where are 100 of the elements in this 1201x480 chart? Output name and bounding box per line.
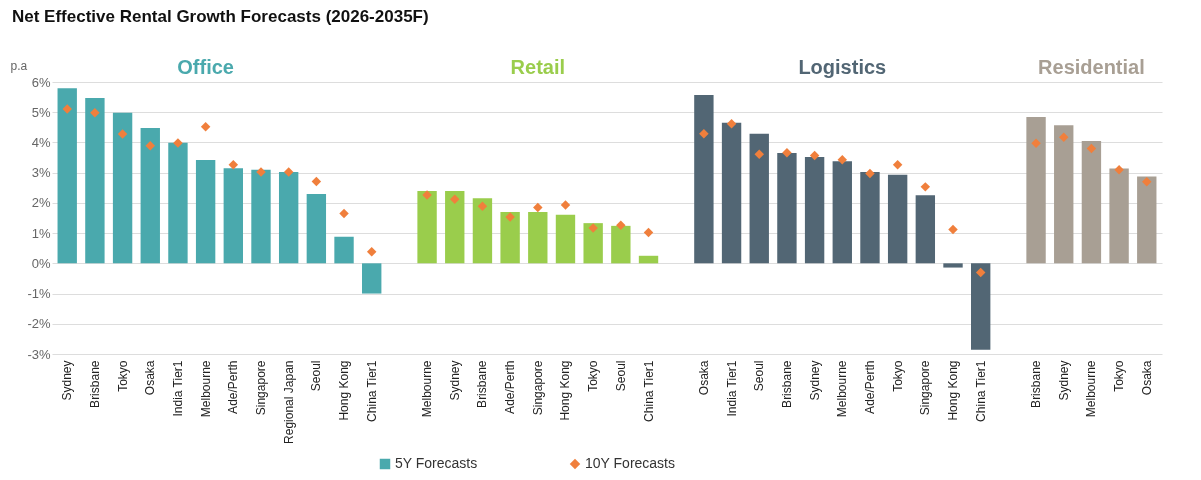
x-tick-label: Brisbane xyxy=(1029,360,1044,408)
x-tick-label: Seoul xyxy=(613,360,628,392)
x-tick-label: Brisbane xyxy=(475,360,490,408)
bar xyxy=(721,122,742,264)
x-tick-label: Ade/Perth xyxy=(503,360,518,414)
y-tick-label: -2% xyxy=(27,316,51,332)
point xyxy=(975,267,986,278)
y-tick-label: 4% xyxy=(31,134,51,150)
bar xyxy=(638,255,659,264)
bar xyxy=(223,168,243,264)
bar xyxy=(445,191,465,264)
x-tick-label: Tokyo xyxy=(115,360,130,392)
bar xyxy=(832,161,852,264)
x-tick-label: Melbourne xyxy=(198,360,213,418)
bar xyxy=(417,191,437,264)
bar xyxy=(887,174,908,264)
x-tick-label: India Tier1 xyxy=(170,360,185,417)
bar xyxy=(251,169,271,264)
point xyxy=(837,154,848,165)
x-tick-label: Melbourne xyxy=(420,360,435,418)
bar xyxy=(860,172,880,264)
bar xyxy=(362,263,382,294)
point xyxy=(1031,138,1041,149)
bar xyxy=(749,133,769,264)
x-tick-label: China Tier1 xyxy=(364,360,379,422)
x-tick-label: Brisbane xyxy=(87,360,102,408)
point xyxy=(366,247,377,257)
x-tick-label: Ade/Perth xyxy=(226,360,241,414)
x-tick-label: Sydney xyxy=(447,360,462,401)
x-tick-label: India Tier1 xyxy=(724,360,739,417)
x-tick-label: Singapore xyxy=(253,360,268,416)
bar xyxy=(1054,125,1074,264)
point xyxy=(643,227,654,238)
bar xyxy=(140,127,160,264)
x-tick-label: Singapore xyxy=(530,360,545,416)
bar xyxy=(1081,140,1102,264)
point xyxy=(90,108,100,118)
text: Office xyxy=(177,56,234,78)
point xyxy=(311,176,322,187)
point xyxy=(283,167,294,177)
point xyxy=(228,160,239,170)
x-tick-label: Hong Kong xyxy=(558,360,573,421)
x-tick-label: China Tier1 xyxy=(973,360,988,422)
bar xyxy=(112,112,133,264)
x-tick-label: Sydney xyxy=(60,360,75,401)
text: Logistics xyxy=(798,56,887,78)
x-tick-label: Regional Japan xyxy=(281,360,296,444)
bar xyxy=(971,263,991,350)
x-tick-label: Melbourne xyxy=(1084,360,1099,418)
y-tick-label: -3% xyxy=(27,346,51,362)
point xyxy=(339,208,349,219)
bar xyxy=(500,211,520,264)
y-tick-label: 0% xyxy=(31,255,51,271)
bar xyxy=(1109,168,1129,264)
x-tick-label: Singapore xyxy=(918,360,933,416)
bar xyxy=(555,214,576,264)
bar xyxy=(306,194,327,264)
bar xyxy=(943,263,963,268)
bar xyxy=(694,95,714,264)
point xyxy=(948,224,958,235)
point xyxy=(62,104,72,114)
point xyxy=(560,200,571,210)
bar xyxy=(168,142,188,264)
x-tick-label: Seoul xyxy=(752,360,767,392)
point xyxy=(1058,132,1069,143)
text: Retail xyxy=(510,56,566,78)
x-tick-label: Osaka xyxy=(143,360,158,396)
legend-label: 5Y Forecasts xyxy=(395,455,478,471)
bar xyxy=(804,156,825,264)
bar xyxy=(334,236,354,264)
x-tick-label: Sydney xyxy=(1056,360,1071,401)
bar xyxy=(1137,176,1157,264)
x-tick-label: Osaka xyxy=(696,360,711,396)
bar xyxy=(1026,117,1046,264)
bar xyxy=(85,98,105,264)
point xyxy=(117,129,128,139)
x-tick-label: Brisbane xyxy=(779,360,794,408)
point xyxy=(699,128,709,139)
point xyxy=(865,168,875,179)
x-tick-label: Tokyo xyxy=(1112,360,1127,392)
point xyxy=(726,118,737,129)
bar xyxy=(57,88,77,264)
bar xyxy=(528,211,548,264)
x-tick-label: Ade/Perth xyxy=(862,360,877,414)
chart-title: Net Effective Rental Growth Forecasts (2026-2035F) xyxy=(12,7,429,26)
point xyxy=(533,202,543,213)
text: Residential xyxy=(1038,56,1145,78)
bar xyxy=(583,223,603,264)
point xyxy=(1114,164,1124,175)
x-tick-label: Tokyo xyxy=(890,360,905,392)
x-tick-label: Hong Kong xyxy=(946,360,961,421)
bar xyxy=(915,195,936,264)
y-tick-label: -1% xyxy=(27,286,51,302)
y-tick-label: 6% xyxy=(31,74,51,90)
point xyxy=(809,150,820,161)
bar xyxy=(195,159,216,264)
point xyxy=(754,149,764,159)
point xyxy=(145,141,156,151)
y-tick-label: 3% xyxy=(31,165,51,181)
bar xyxy=(611,225,631,264)
